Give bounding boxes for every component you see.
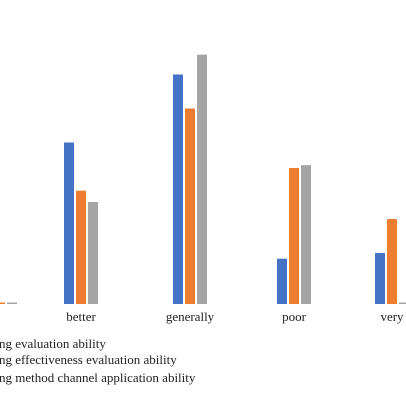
- bar-better-series-1: [64, 142, 74, 304]
- x-tick-label: generally: [166, 309, 215, 324]
- x-tick-label: very: [380, 309, 404, 324]
- tick-labels-group: better generally poor very: [66, 309, 404, 324]
- x-tick-label: poor: [282, 309, 307, 324]
- bar-poor-series-2: [289, 168, 299, 304]
- bar-better-series-2: [76, 190, 86, 304]
- legend-entry-series-3: ng method channel application ability: [0, 370, 196, 385]
- bar-generally-series-2: [185, 108, 195, 304]
- bar-very-series-1: [375, 253, 385, 304]
- bar-poor-series-3: [301, 165, 311, 304]
- bar-very-series-3: [399, 302, 406, 304]
- bar-poor-series-1: [277, 258, 287, 304]
- legend-entry-series-1: ng evaluation ability: [0, 336, 106, 351]
- bar-very-series-2: [387, 219, 397, 304]
- bar-generally-series-1: [173, 74, 183, 304]
- bars-group: [0, 54, 406, 305]
- x-tick-label: better: [66, 309, 96, 324]
- bar-generally-series-3: [197, 54, 207, 305]
- bar-better-series-3: [88, 202, 98, 304]
- bar-first-series-2: [0, 302, 5, 304]
- bar-first-series-3: [7, 302, 17, 304]
- legend-entry-series-2: ng effectiveness evaluation ability: [0, 352, 177, 367]
